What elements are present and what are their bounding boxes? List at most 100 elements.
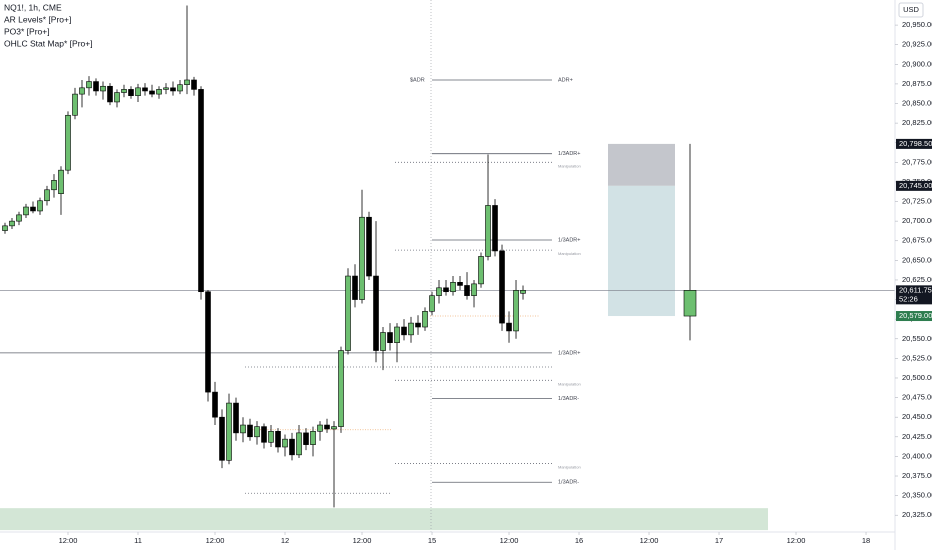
candle-body	[506, 322, 512, 332]
candle-body	[205, 291, 211, 393]
candle-body	[499, 250, 505, 324]
indicator: OHLC Stat Map* [Pro+]	[4, 38, 93, 48]
x-tick-label: 17	[715, 536, 723, 545]
candle-body	[683, 290, 697, 317]
level-label: $ADR	[410, 77, 425, 83]
candle-body	[296, 432, 302, 456]
y-tick-label: 20,425.00	[902, 432, 932, 441]
y-tick-label: 20,850.00	[902, 98, 932, 107]
x-tick-label: 11	[134, 536, 142, 545]
x-tick-label: 15	[428, 536, 436, 545]
candle-body	[16, 214, 22, 222]
candle-body	[359, 216, 365, 300]
indicator: PO3* [Pro+]	[4, 26, 50, 36]
y-tick-label: 20,650.00	[902, 255, 932, 264]
level-label: 1/3ADR+	[558, 350, 580, 356]
candle-body	[247, 424, 253, 438]
y-tick-label: 20,675.00	[902, 236, 932, 245]
candle-body	[2, 225, 8, 231]
candle-body	[282, 438, 288, 448]
currency-button[interactable]	[898, 2, 924, 18]
level-label: Manipulation	[558, 381, 581, 386]
candle-body	[23, 206, 29, 216]
level-label: 1/3ADR+	[558, 237, 580, 243]
candle-body	[373, 275, 379, 351]
range-box	[608, 185, 675, 317]
y-tick-label: 20,350.00	[902, 491, 932, 500]
candle-body	[30, 206, 36, 212]
price-label: 20,798.50	[899, 139, 932, 148]
price-label: 20,579.00	[899, 311, 932, 320]
candle-body	[163, 87, 169, 90]
level-label: ADR+	[558, 77, 573, 83]
candle-body	[198, 89, 204, 293]
countdown: 52:26	[899, 294, 918, 303]
plot: ADR+ $ADR 1/3ADR+ Manipulation 1/3ADR+ Manipu…	[0, 0, 895, 532]
candle-body	[492, 205, 498, 252]
candle-body	[51, 180, 57, 191]
x-tick-label: 12:00	[59, 536, 78, 545]
level-label: Manipulation	[558, 465, 581, 470]
candle-body	[37, 200, 43, 212]
candle-body	[44, 189, 50, 202]
level-label: Manipulation	[558, 251, 581, 256]
level-label: 1/3ADR-	[558, 480, 579, 486]
candle-body	[233, 402, 239, 434]
candle-body	[303, 432, 309, 445]
candle-body	[107, 85, 113, 103]
x-tick-label: 16	[575, 536, 583, 545]
x-tick-label: 12:00	[353, 536, 372, 545]
x-tick-label: 12:00	[787, 536, 806, 545]
candle-body	[394, 326, 400, 343]
candle-body	[464, 285, 470, 296]
candle-body	[86, 81, 92, 89]
candle-body	[142, 87, 148, 92]
candle-body	[408, 322, 414, 336]
candle-body	[513, 290, 519, 332]
candle-body	[191, 79, 197, 90]
y-tick-label: 20,950.00	[902, 20, 932, 29]
candle-body	[149, 90, 155, 95]
candle-body	[254, 426, 260, 438]
y-tick-label: 20,550.00	[902, 334, 932, 343]
y-tick-label: 20,925.00	[902, 40, 932, 49]
range-box	[608, 143, 675, 186]
candle-body	[121, 89, 127, 93]
zone	[0, 508, 768, 531]
candle-body	[135, 87, 141, 96]
candle-body	[387, 332, 393, 343]
y-tick-label: 20,900.00	[902, 59, 932, 68]
candle-body	[436, 287, 442, 296]
currency[interactable]: USD	[903, 5, 919, 14]
x-tick-label: 12:00	[640, 536, 659, 545]
candle-body	[275, 431, 281, 448]
candle-body	[415, 322, 421, 328]
y-tick-label: 20,375.00	[902, 471, 932, 480]
candle-body	[338, 350, 344, 427]
candle-body	[310, 431, 316, 445]
candle-body	[450, 282, 456, 293]
candle-body	[65, 114, 71, 171]
candle-body	[289, 438, 295, 456]
y-tick-label: 20,725.00	[902, 197, 932, 206]
candle-body	[226, 402, 232, 461]
candle-body	[317, 424, 323, 432]
y-tick-label: 20,875.00	[902, 79, 932, 88]
candle-body	[429, 295, 435, 312]
x-tick-label: 12:00	[206, 536, 225, 545]
candle-body	[212, 391, 218, 418]
y-tick-label: 20,625.00	[902, 275, 932, 284]
candle-body	[443, 287, 449, 293]
y-tick-label: 20,525.00	[902, 353, 932, 362]
price-label-bg	[896, 138, 932, 149]
candle-body	[268, 431, 274, 443]
candle-body	[177, 84, 183, 92]
price-label-bg	[896, 180, 932, 191]
y-tick-label: 20,700.00	[902, 216, 932, 225]
x-tick-label: 12:00	[500, 536, 519, 545]
candle-body	[93, 81, 99, 92]
candle-body	[9, 220, 15, 227]
candle-body	[352, 275, 358, 300]
candle-body	[72, 93, 78, 116]
